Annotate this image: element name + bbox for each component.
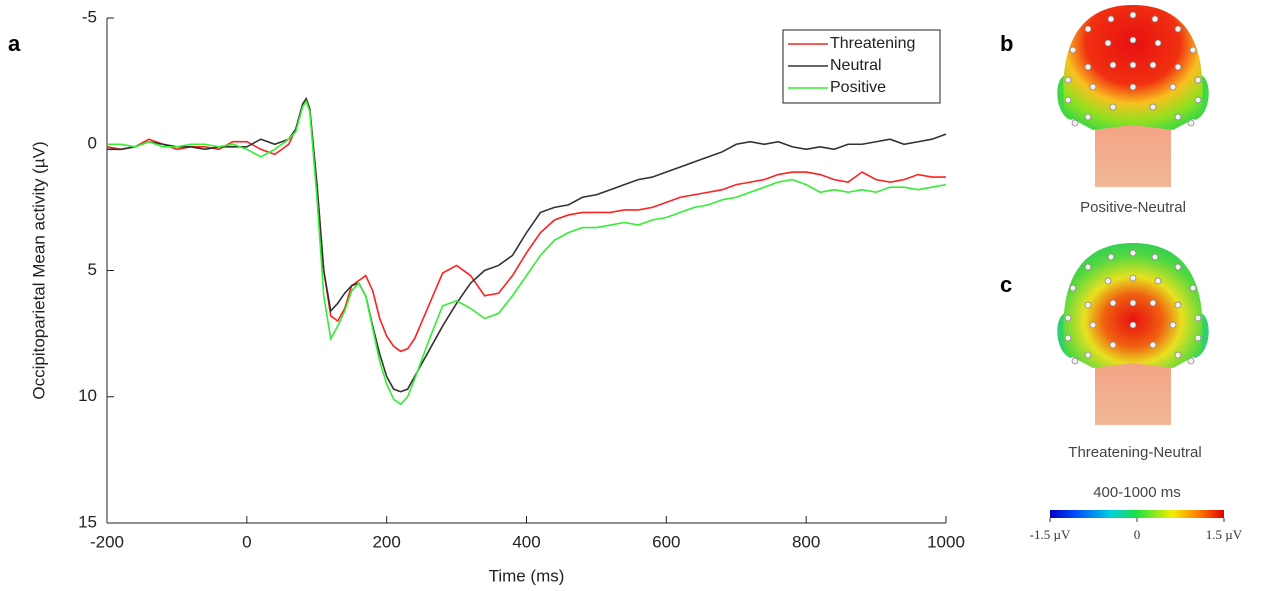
colorbar-tick-label: 0 xyxy=(1134,527,1141,542)
legend: Threatening Neutral Positive xyxy=(782,29,941,104)
topomap-caption: Positive-Neutral xyxy=(1080,199,1186,216)
topomap-b xyxy=(1057,5,1209,187)
panel-label: b xyxy=(1000,31,1013,56)
legend-label: Positive xyxy=(830,79,886,96)
y-axis-label: Occipitoparietal Mean activity (µV) xyxy=(29,141,48,399)
x-tick-label: 600 xyxy=(652,532,680,551)
line-plot: a -5 0 5 10 15-200 0 200 400 600 800 1000 Time (ms) O… xyxy=(8,7,965,585)
panel-label: a xyxy=(8,31,21,56)
y-tick-label: -5 xyxy=(82,7,97,26)
topomap-c xyxy=(1057,243,1209,425)
y-tick-label: 5 xyxy=(88,260,97,279)
colorbar-tick-label: -1.5 µV xyxy=(1030,527,1071,542)
x-tick-label: 200 xyxy=(372,532,400,551)
x-tick-label: 1000 xyxy=(927,532,965,551)
legend-label: Threatening xyxy=(830,35,915,52)
x-tick-label: 400 xyxy=(512,532,540,551)
colorbar-ticks: -1.5 µV 0 1.5 µV xyxy=(1030,518,1243,542)
colorbar xyxy=(1050,510,1224,518)
y-tick-label: 10 xyxy=(78,386,97,405)
y-tick-label: 0 xyxy=(88,134,97,153)
x-tick-label: 800 xyxy=(792,532,820,551)
topomap-caption: Threatening-Neutral xyxy=(1068,444,1201,461)
series-line xyxy=(106,97,946,353)
series-line xyxy=(107,97,947,393)
legend-label: Neutral xyxy=(830,57,882,74)
y-tick-label: 15 xyxy=(78,512,97,531)
panel-label: c xyxy=(1000,272,1012,297)
x-tick-label: -200 xyxy=(90,532,124,551)
colorbar-tick-label: 1.5 µV xyxy=(1206,527,1243,542)
x-tick-label: 0 xyxy=(242,532,251,551)
colorbar-title: 400-1000 ms xyxy=(1093,484,1181,501)
x-axis-label: Time (ms) xyxy=(489,566,565,585)
series-line xyxy=(107,99,947,406)
